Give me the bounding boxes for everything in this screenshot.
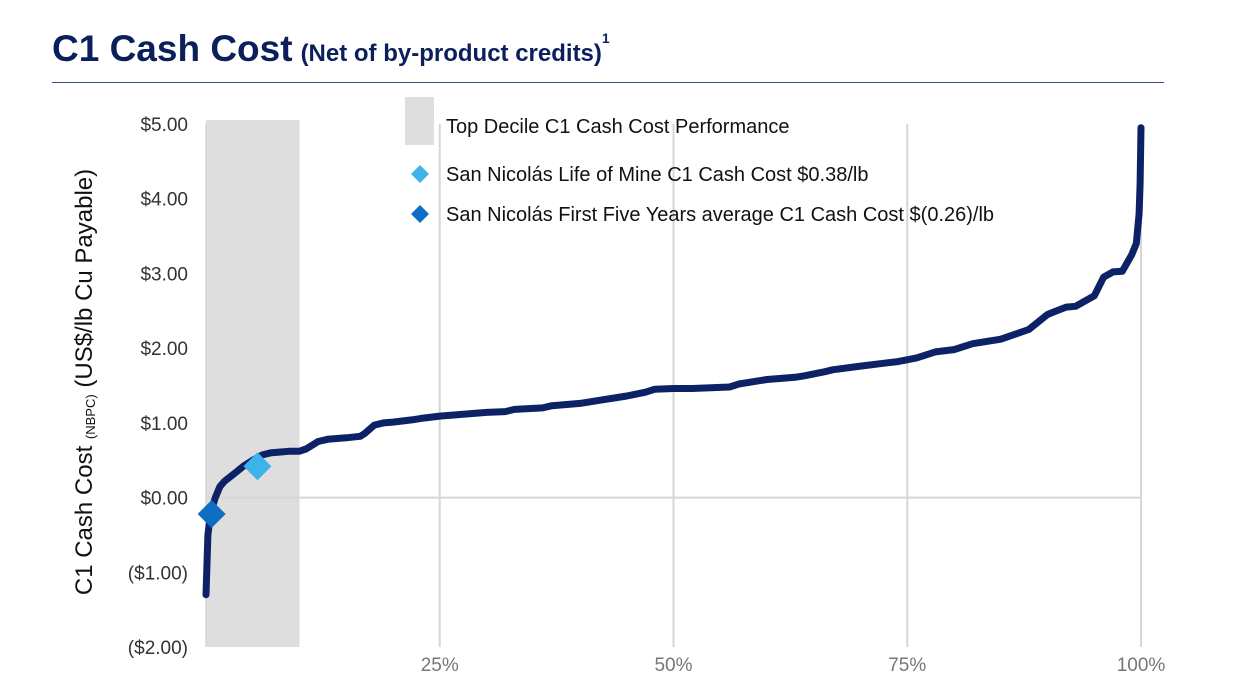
y-tick-label: $1.00 (140, 414, 188, 435)
x-tick-label: 100% (1117, 655, 1166, 676)
y-tick-label: $0.00 (140, 489, 188, 510)
first-five-years-marker (197, 500, 226, 529)
y-tick-label: ($1.00) (128, 563, 188, 584)
y-tick-label: $2.00 (140, 339, 188, 360)
life-of-mine-marker (243, 452, 272, 481)
x-tick-label: 25% (421, 655, 459, 676)
y-tick-label: ($2.00) (128, 638, 188, 659)
title-divider (52, 82, 1164, 83)
x-tick-label: 50% (654, 655, 692, 676)
y-axis-label: C1 Cash Cost (NBPC) (US$/lb Cu Payable) (71, 169, 101, 595)
chart-title: C1 Cash Cost (Net of by-product credits)1 (52, 28, 610, 70)
top-decile-band (206, 120, 300, 647)
y-axis-label-units: (US$/lb Cu Payable) (71, 169, 98, 388)
y-axis-label-subscript: (NBPC) (83, 394, 98, 439)
title-subtitle: (Net of by-product credits) (300, 40, 602, 67)
legend-swatch-first-five-years (411, 205, 429, 223)
legend-label-life-of-mine: San Nicolás Life of Mine C1 Cash Cost $0… (446, 164, 868, 186)
y-tick-label: $4.00 (140, 190, 188, 211)
title-main: C1 Cash Cost (52, 28, 293, 69)
title-footnote-mark: 1 (601, 30, 610, 46)
y-axis-label-main: C1 Cash Cost (71, 445, 98, 595)
y-tick-label: $3.00 (140, 264, 188, 285)
cost-curve-line (202, 124, 1145, 599)
legend-swatch-top-decile (405, 97, 434, 145)
legend-label-first-five-years: San Nicolás First Five Years average C1 … (446, 204, 994, 226)
x-tick-label: 75% (888, 655, 926, 676)
legend-swatch-life-of-mine (411, 165, 429, 183)
legend-label-top-decile: Top Decile C1 Cash Cost Performance (446, 116, 789, 138)
y-tick-label: $5.00 (140, 115, 188, 136)
